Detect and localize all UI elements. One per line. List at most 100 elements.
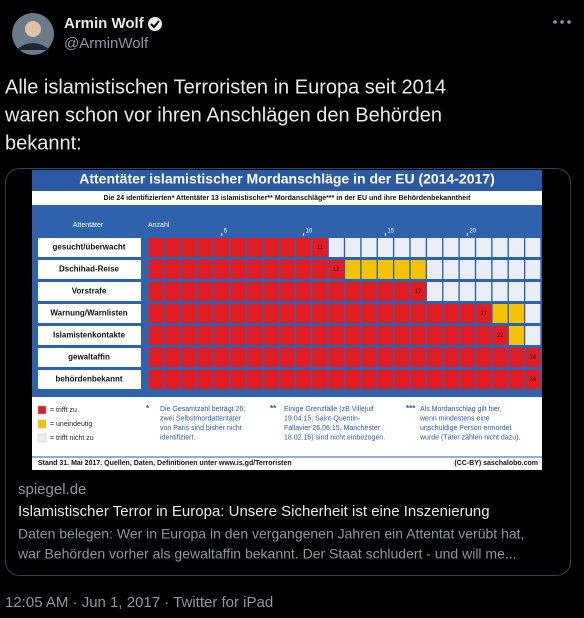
row-label-box: [38, 238, 141, 257]
cell-yes: [476, 326, 492, 345]
cell-no: [476, 238, 492, 257]
cell-yes: [214, 370, 230, 389]
cell-yes: [165, 282, 181, 301]
cell-yes: [263, 304, 279, 323]
cell-yes: [328, 304, 344, 323]
cell-no: [443, 238, 459, 257]
cell-yes: [459, 348, 475, 367]
cell-yes: [312, 260, 328, 279]
cell-yes: [410, 326, 426, 345]
cell-yes: [345, 304, 361, 323]
info-subtitle: Die 24 identifizierten* Attentäter 13 is…: [104, 195, 472, 202]
cell-no: [345, 238, 361, 257]
cell-no: [427, 238, 443, 257]
cell-yes: [459, 304, 475, 323]
note-line: wenn mindestens eine: [419, 415, 490, 422]
tick-label: 20: [469, 229, 476, 235]
cell-yes: [459, 370, 475, 389]
cell-yes: [230, 348, 246, 367]
cell-yes: [361, 348, 377, 367]
cell-no: [459, 260, 475, 279]
link-card[interactable]: [5, 168, 571, 576]
cell-yes: [263, 348, 279, 367]
note-line: zwei Selbstmordattentäter: [160, 415, 242, 422]
cell-yes: [214, 260, 230, 279]
cell-yes: [312, 370, 328, 389]
cell-no: [443, 260, 459, 279]
note-line: Einige Grenzfälle (zB Villejuif: [284, 406, 374, 413]
cell-yes: [345, 370, 361, 389]
card-title[interactable]: Islamistischer Terror in Europa: Unsere …: [18, 503, 490, 520]
cell-yes: [312, 348, 328, 367]
legend-label: = uneindeutig: [50, 421, 92, 428]
cell-no: [508, 282, 524, 301]
cell-yes: [476, 370, 492, 389]
cell-yes: [476, 304, 492, 323]
cell-unclear: [361, 260, 377, 279]
cell-no: [525, 326, 541, 345]
cell-yes: [443, 370, 459, 389]
cell-yes: [361, 282, 377, 301]
cell-yes: [394, 304, 410, 323]
cell-yes: [328, 260, 344, 279]
note-line: identifiziert.: [160, 434, 195, 441]
cell-yes: [508, 348, 524, 367]
cell-yes: [279, 348, 295, 367]
cell-no: [492, 260, 508, 279]
cell-yes: [197, 348, 213, 367]
tweet-meta: 12:05 AM · Jun 1, 2017 · Twitter for iPa…: [5, 594, 273, 611]
cell-yes: [230, 326, 246, 345]
cell-yes: [312, 282, 328, 301]
cell-unclear: [492, 304, 508, 323]
yes-count: 24: [529, 355, 536, 361]
cell-yes: [427, 304, 443, 323]
cell-yes: [328, 326, 344, 345]
avatar-face: [25, 21, 41, 37]
note-line: wurde (Täter zählen nicht dazu).: [419, 434, 520, 441]
cell-yes: [345, 326, 361, 345]
cell-yes: [148, 326, 164, 345]
cell-yes: [214, 326, 230, 345]
cell-yes: [181, 326, 197, 345]
row-label: behördenbekannt: [55, 375, 122, 384]
user-name[interactable]: Armin Wolf: [64, 15, 145, 32]
cell-no: [459, 282, 475, 301]
cell-no: [361, 238, 377, 257]
more-button[interactable]: [553, 20, 571, 24]
cell-yes: [296, 282, 312, 301]
note-line: Fallavier 26.06.15, Manchester: [284, 425, 381, 432]
row-label-box: [38, 370, 141, 389]
cell-yes: [165, 326, 181, 345]
cell-yes: [263, 326, 279, 345]
cell-yes: [263, 260, 279, 279]
cell-no: [394, 238, 410, 257]
note-line: 18.02.16) sind nicht einbezogen.: [284, 434, 385, 441]
yes-count: 12: [333, 267, 340, 273]
cell-yes: [345, 282, 361, 301]
user-handle[interactable]: @ArminWolf: [64, 35, 149, 52]
note-marker: ***: [406, 404, 416, 413]
cell-yes: [410, 282, 426, 301]
cell-no: [508, 238, 524, 257]
cell-no: [427, 282, 443, 301]
cell-yes: [312, 304, 328, 323]
cell-no: [508, 260, 524, 279]
avatar-body: [16, 43, 50, 50]
row-label: Dschihad-Reise: [59, 265, 120, 274]
note-marker: *: [146, 404, 150, 413]
cell-yes: [181, 370, 197, 389]
description-line: war Behörden vorher als gewaltaffin beka…: [17, 546, 517, 562]
cell-yes: [508, 370, 524, 389]
cell-yes: [525, 348, 541, 367]
note-line: von Paris sind bisher nicht: [160, 425, 242, 432]
avatar[interactable]: [12, 13, 54, 55]
legend-swatch: [37, 419, 47, 429]
cell-yes: [181, 282, 197, 301]
cell-yes: [279, 326, 295, 345]
cell-yes: [197, 238, 213, 257]
cell-yes: [214, 304, 230, 323]
legend-swatch: [37, 433, 47, 443]
cell-yes: [263, 282, 279, 301]
